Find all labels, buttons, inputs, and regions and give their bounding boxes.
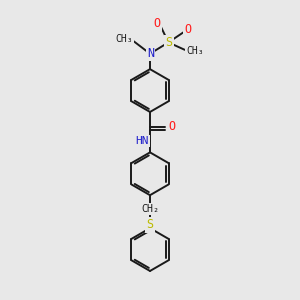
Text: O: O — [184, 23, 191, 36]
Text: CH₃: CH₃ — [186, 46, 204, 56]
Text: O: O — [168, 120, 175, 133]
Text: O: O — [154, 17, 161, 30]
Text: S: S — [166, 36, 172, 49]
Text: N: N — [147, 47, 154, 60]
Text: S: S — [146, 218, 154, 231]
Text: CH₃: CH₃ — [115, 34, 133, 44]
Text: CH₂: CH₂ — [141, 204, 159, 214]
Text: HN: HN — [135, 136, 148, 146]
